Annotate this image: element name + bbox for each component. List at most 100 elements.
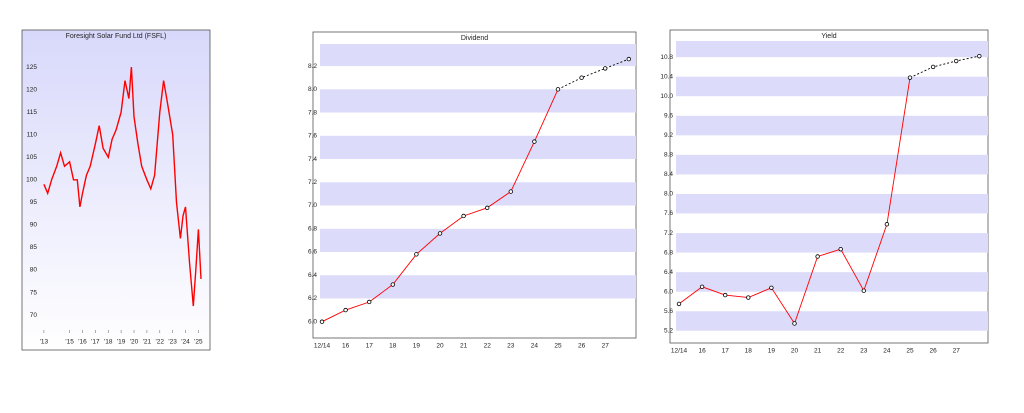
series-line (557, 58, 629, 90)
point-marker (746, 295, 751, 300)
y-tick-label: 6.8 (664, 249, 673, 256)
x-tick-label: '21 (143, 339, 152, 346)
point-marker (579, 75, 584, 80)
y-tick-label: 110 (27, 131, 38, 138)
x-tick-label: 22 (837, 348, 845, 355)
y-tick-label: 7.0 (308, 202, 317, 209)
x-tick-label: '19 (117, 339, 126, 346)
grid-band (320, 182, 636, 206)
x-tick-label: 23 (860, 348, 868, 355)
chart-title: Dividend (461, 35, 488, 42)
x-tick-label: '13 (40, 339, 49, 346)
chart-title: Yield (821, 33, 836, 40)
y-tick-label: 8.4 (664, 171, 673, 178)
x-tick-label: '15 (65, 339, 74, 346)
point-marker (815, 254, 820, 259)
point-marker (319, 319, 325, 324)
grid-band (320, 135, 636, 160)
x-tick-label: 17 (366, 343, 374, 350)
x-tick-label: 27 (602, 343, 610, 350)
x-tick-label: 18 (389, 343, 397, 350)
y-tick-label: 6.0 (664, 288, 673, 295)
point-marker (792, 321, 797, 326)
point-marker (390, 282, 395, 287)
y-tick-label: 10.4 (660, 73, 673, 80)
y-tick-label: 6.4 (308, 272, 317, 279)
y-tick-label: 6.4 (664, 269, 673, 276)
y-tick-label: 125 (26, 64, 37, 71)
point-marker (723, 292, 728, 298)
x-tick-label: '20 (130, 339, 139, 346)
y-tick-label: 7.6 (308, 133, 317, 140)
point-marker (367, 299, 372, 305)
y-tick-label: 75 (30, 289, 38, 296)
x-tick-label: '23 (168, 339, 177, 346)
y-tick-label: 8.0 (664, 191, 673, 198)
grid-band (320, 89, 636, 113)
x-tick-label: 19 (413, 343, 421, 350)
point-marker (532, 139, 537, 144)
y-tick-label: 7.4 (308, 156, 317, 163)
grid-band (676, 233, 988, 253)
y-tick-label: 6.8 (308, 225, 317, 232)
grid-band (320, 44, 636, 67)
point-marker (907, 75, 913, 80)
grid-band (676, 193, 988, 214)
y-tick-label: 70 (30, 312, 38, 319)
x-tick-label: 24 (883, 348, 891, 355)
grid-band (676, 272, 988, 292)
x-tick-label: '22 (156, 339, 165, 346)
x-tick-label: 25 (906, 348, 914, 355)
x-tick-label: 27 (953, 348, 961, 355)
point-marker (437, 231, 443, 236)
y-tick-label: 8.0 (308, 86, 317, 93)
y-tick-label: 5.2 (664, 328, 673, 335)
y-tick-label: 8.2 (308, 63, 317, 70)
point-marker (485, 205, 490, 211)
point-marker (508, 189, 513, 194)
series-line (909, 55, 980, 79)
grid-band (676, 115, 988, 136)
grid-band (676, 154, 988, 175)
y-tick-label: 120 (26, 86, 37, 93)
x-tick-label: 12/14 (671, 348, 688, 355)
x-tick-label: '17 (91, 339, 100, 346)
point-marker (930, 64, 936, 70)
y-tick-label: 10.8 (660, 54, 673, 61)
grid-band (320, 228, 636, 253)
point-marker (414, 252, 419, 257)
x-tick-label: 21 (460, 343, 468, 350)
y-tick-label: 9.6 (664, 112, 673, 119)
y-tick-label: 7.6 (664, 210, 673, 217)
point-marker (699, 284, 705, 290)
point-marker (626, 56, 631, 62)
x-tick-label: 12/14 (314, 343, 331, 350)
y-tick-label: 105 (26, 154, 37, 161)
x-tick-label: 20 (791, 348, 799, 355)
x-tick-label: 26 (929, 348, 937, 355)
point-marker (861, 288, 866, 293)
point-marker (555, 87, 561, 92)
grid-band (676, 311, 988, 331)
grid-band (676, 76, 988, 97)
point-marker (769, 285, 774, 290)
y-tick-label: 85 (30, 244, 38, 251)
grid-band (676, 41, 988, 58)
x-tick-label: 18 (745, 348, 753, 355)
x-tick-label: 17 (722, 348, 730, 355)
plot-frame (21, 29, 211, 351)
y-tick-label: 6.2 (308, 295, 317, 302)
point-marker (461, 213, 466, 219)
y-tick-label: 100 (26, 177, 37, 184)
point-marker (954, 58, 959, 64)
x-tick-label: 22 (484, 343, 492, 350)
x-tick-label: '24 (181, 339, 190, 346)
y-tick-label: 5.6 (664, 308, 673, 315)
x-tick-label: 24 (531, 343, 539, 350)
x-tick-label: 20 (436, 343, 444, 350)
x-tick-label: '25 (194, 339, 203, 346)
y-tick-label: 115 (27, 109, 38, 116)
point-marker (343, 307, 348, 313)
y-tick-label: 7.2 (308, 179, 317, 186)
point-marker (884, 222, 890, 227)
